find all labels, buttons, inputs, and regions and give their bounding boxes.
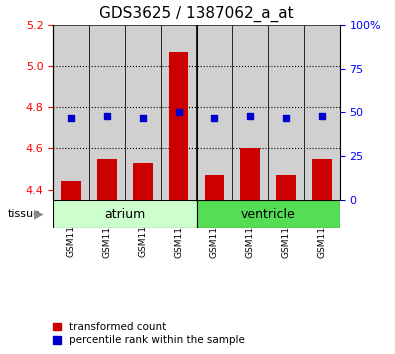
Legend: transformed count, percentile rank within the sample: transformed count, percentile rank withi… (53, 322, 245, 345)
FancyBboxPatch shape (197, 200, 340, 228)
Bar (304, 25, 340, 200)
Text: ▶: ▶ (34, 208, 43, 221)
Point (211, 115, 218, 120)
Text: atrium: atrium (104, 208, 145, 221)
Bar (276, 175, 296, 200)
Bar (89, 25, 125, 200)
Bar (53, 25, 89, 200)
Point (247, 113, 253, 119)
Point (319, 113, 325, 119)
Bar (205, 175, 224, 200)
Bar (161, 25, 197, 200)
Bar (97, 159, 117, 200)
Bar (133, 163, 152, 200)
Bar (312, 159, 332, 200)
Bar (61, 182, 81, 200)
Point (104, 113, 110, 119)
Point (283, 115, 289, 120)
Point (140, 115, 146, 120)
Text: tissue: tissue (8, 209, 41, 219)
Text: ventricle: ventricle (241, 208, 295, 221)
Bar (197, 25, 232, 200)
Bar (268, 25, 304, 200)
Bar (241, 148, 260, 200)
Title: GDS3625 / 1387062_a_at: GDS3625 / 1387062_a_at (99, 6, 294, 22)
Point (175, 110, 182, 115)
Bar (169, 52, 188, 200)
Bar (125, 25, 161, 200)
FancyBboxPatch shape (53, 200, 197, 228)
Point (68, 115, 74, 120)
Bar (232, 25, 268, 200)
